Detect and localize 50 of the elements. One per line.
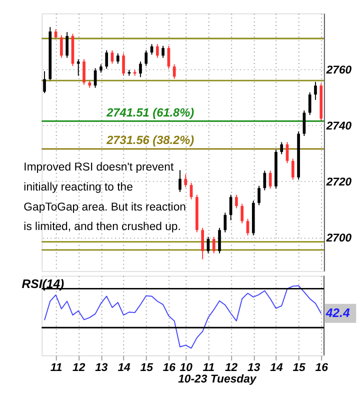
- candlestick: [60, 34, 63, 58]
- candlestick: [258, 185, 260, 206]
- x-tick-label: 16: [315, 362, 329, 374]
- candlestick: [156, 44, 159, 58]
- candlestick: [224, 212, 227, 233]
- annotation: Improved RSI doesn't prevent initially reacting to the GapToGap area. But its reaction is limited, and then crushed up.: [24, 162, 186, 234]
- x-tick-label: 13: [95, 362, 108, 374]
- candlestick: [54, 28, 58, 40]
- candlestick: [105, 50, 108, 70]
- x-tick-label: 16: [162, 362, 176, 374]
- x-tick-label: 15: [292, 362, 306, 374]
- y-tick-label: 2700: [325, 232, 352, 245]
- candlestick: [235, 194, 238, 209]
- candlestick: [178, 170, 182, 192]
- x-tick-label: 10: [180, 362, 194, 374]
- candlestick: [116, 52, 120, 64]
- x-tick-label: 11: [50, 362, 62, 374]
- candlestick: [240, 203, 244, 224]
- candlestick: [201, 227, 204, 260]
- candlestick: [218, 227, 221, 254]
- candlestick: [66, 32, 69, 58]
- y-tick-label: 2740: [325, 120, 352, 133]
- y-tick-label: 2760: [325, 64, 352, 77]
- x-tick-label: 12: [72, 362, 86, 374]
- annotation: RSI(14): [22, 277, 64, 292]
- x-tick-label: 15: [140, 362, 154, 374]
- ref-line-label: 2741.51 (61.8%): [106, 105, 194, 120]
- candlestick: [76, 58, 80, 76]
- x-axis-title: 10-23 Tuesday: [178, 373, 257, 386]
- candlestick: [82, 58, 86, 86]
- y-tick-label: 2720: [325, 176, 352, 189]
- candlestick: [314, 81, 317, 100]
- candlestick: [162, 45, 164, 58]
- candlestick: [122, 52, 125, 76]
- candlestick: [212, 236, 216, 254]
- ref-line-label: 2731.56 (38.2%): [106, 133, 194, 148]
- candlestick: [139, 61, 142, 78]
- candlestick: [172, 64, 176, 80]
- candlestick: [184, 174, 188, 188]
- candlestick: [43, 70, 46, 94]
- text: 42.4: [324, 306, 350, 320]
- candlestick: [308, 92, 312, 116]
- x-tick-label: 12: [224, 362, 238, 374]
- candlestick: [291, 158, 294, 180]
- x-tick-label: 13: [248, 362, 261, 374]
- x-tick-label: 14: [270, 362, 284, 374]
- x-tick-label: 14: [118, 362, 132, 374]
- candlestick: [144, 50, 148, 66]
- x-tick-label: 11: [202, 362, 215, 374]
- candlestick: [280, 142, 284, 155]
